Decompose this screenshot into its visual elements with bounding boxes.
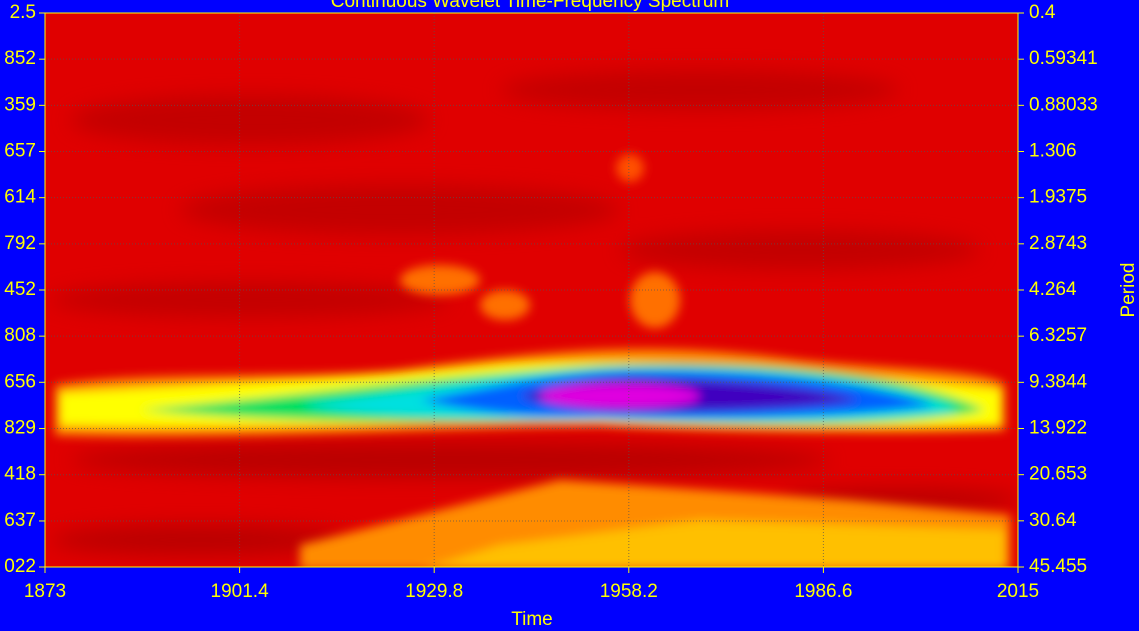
x-tick-label: 1929.8 [405,581,463,602]
x-tick-label: 2015 [997,581,1039,602]
y-tick-label: 614 [4,187,36,208]
y2-tick-label: 45.455 [1029,556,1087,577]
y-tick-label: 792 [4,233,36,254]
y2-tick-label: 6.3257 [1029,325,1087,346]
y2-tick-label: 20.653 [1029,464,1087,485]
spectrum [45,13,1020,570]
y2-tick-label: 1.306 [1029,141,1077,162]
y2-tick-label: 30.64 [1029,510,1077,531]
y-tick-label: 452 [4,279,36,300]
y-tick-label: 637 [4,510,36,531]
y2-axis-label: Period [1118,263,1139,318]
y2-tick-label: 4.264 [1029,279,1077,300]
y-tick-label: 657 [4,141,36,162]
y2-tick-label: 0.88033 [1029,94,1098,115]
y-tick-label: 022 [4,556,36,577]
x-tick-label: 1901.4 [211,581,270,602]
x-tick-label: 1958.2 [600,581,658,602]
y2-tick-label: 0.4 [1029,2,1056,23]
y-tick-label: 656 [4,371,36,392]
x-tick-label: 1873 [24,581,66,602]
y-tick-label: 829 [4,418,36,439]
y-tick-label: 2.5 [10,2,36,23]
y-tick-label: 418 [4,464,36,485]
x-tick-label: 1986.6 [794,581,852,602]
chart: Continuous Wavelet Time-Frequency Spectr… [0,0,1139,631]
y2-tick-label: 13.922 [1029,418,1087,439]
chart-title: Continuous Wavelet Time-Frequency Spectr… [331,0,729,12]
y-tick-label: 852 [4,48,36,69]
y2-tick-label: 1.9375 [1029,187,1087,208]
y2-tick-label: 0.59341 [1029,48,1098,69]
y-tick-label: 808 [4,325,36,346]
y2-tick-label: 2.8743 [1029,233,1087,254]
x-axis-label: Time [511,609,553,630]
y-tick-label: 359 [4,94,36,115]
y2-tick-label: 9.3844 [1029,371,1088,392]
